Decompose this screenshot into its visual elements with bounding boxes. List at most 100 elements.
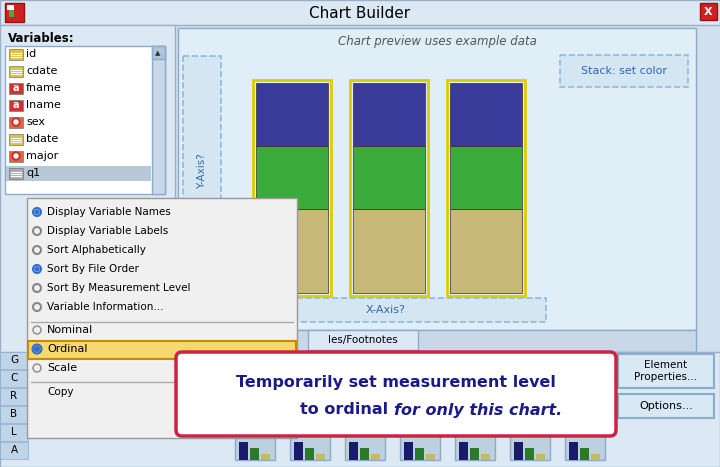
Bar (0, 352, 28, 369)
Text: to ordinal: to ordinal (300, 403, 394, 417)
Bar (510, 430, 550, 460)
Bar (450, 146, 522, 209)
Bar (580, 448, 589, 460)
Bar (253, 80, 331, 296)
Text: Stack: set color: Stack: set color (581, 66, 667, 76)
Bar (9, 66, 23, 77)
Circle shape (14, 154, 18, 158)
Text: Chart preview uses example data: Chart preview uses example data (338, 35, 536, 49)
Bar (152, 46, 165, 59)
Bar (256, 83, 328, 146)
Bar (261, 454, 270, 460)
Text: Temporarily set measurement level: Temporarily set measurement level (236, 375, 556, 389)
Text: Sort By File Order: Sort By File Order (47, 264, 139, 274)
Bar (450, 209, 522, 293)
Bar (226, 298, 546, 322)
Bar (700, 3, 717, 20)
Bar (5, 46, 165, 194)
Bar (183, 56, 221, 286)
Bar (9, 10, 14, 17)
Bar (569, 442, 578, 460)
Bar (525, 448, 534, 460)
Text: A: A (10, 445, 17, 455)
Bar (470, 448, 479, 460)
Bar (565, 430, 605, 460)
Text: a: a (13, 83, 19, 93)
Text: Sort Alphabetically: Sort Alphabetically (47, 245, 146, 255)
Text: Variable Information...: Variable Information... (47, 302, 163, 312)
Text: major: major (26, 151, 58, 161)
Text: Scale: Scale (47, 363, 77, 373)
Text: Ctrl+C: Ctrl+C (197, 387, 232, 397)
Text: X: X (703, 7, 712, 17)
Bar (256, 146, 328, 209)
Bar (305, 448, 314, 460)
Bar (9, 49, 23, 60)
Text: Nominal: Nominal (47, 325, 94, 335)
Bar (9, 100, 23, 111)
Bar (618, 354, 714, 388)
Bar (514, 442, 523, 460)
Bar (481, 454, 490, 460)
Text: Copy: Copy (47, 387, 73, 397)
Bar (5, 3, 24, 22)
Circle shape (12, 118, 20, 126)
Bar (415, 448, 424, 460)
Bar (9, 134, 23, 145)
Bar (345, 430, 385, 460)
Text: Element
Properties...: Element Properties... (634, 360, 698, 382)
Bar (316, 454, 325, 460)
Bar (178, 330, 696, 352)
Bar (0, 370, 28, 387)
Text: sex: sex (26, 117, 45, 127)
Bar (360, 448, 369, 460)
Text: Display Variable Labels: Display Variable Labels (47, 226, 168, 236)
Bar (152, 46, 165, 194)
Bar (0, 25, 175, 467)
Text: X-Axis?: X-Axis? (366, 305, 406, 315)
Bar (9, 151, 23, 162)
Bar (9, 83, 23, 94)
Bar (426, 454, 435, 460)
Circle shape (14, 120, 18, 124)
Text: C: C (10, 373, 18, 383)
Bar (235, 430, 275, 460)
Text: q1: q1 (26, 168, 40, 178)
Bar (239, 442, 248, 460)
Bar (591, 454, 600, 460)
Text: les/Footnotes: les/Footnotes (328, 335, 398, 345)
Bar (0, 406, 28, 423)
Bar (400, 430, 440, 460)
Bar (6, 166, 151, 181)
Text: Chart Builder: Chart Builder (310, 6, 410, 21)
Text: for only this chart.: for only this chart. (394, 403, 562, 417)
Bar (0, 388, 28, 405)
Bar (447, 80, 525, 296)
Bar (28, 341, 296, 359)
Bar (618, 394, 714, 418)
Bar (371, 454, 380, 460)
Text: cdate: cdate (26, 66, 58, 76)
Text: fname: fname (26, 83, 62, 93)
Bar (353, 209, 425, 293)
Text: Ordinal: Ordinal (47, 344, 88, 354)
Bar (7, 5, 14, 10)
Bar (0, 442, 28, 459)
Text: ▲: ▲ (156, 50, 161, 56)
Bar (349, 442, 358, 460)
Text: bdate: bdate (26, 134, 58, 144)
Bar (455, 430, 495, 460)
Bar (0, 0, 720, 25)
Bar (350, 80, 428, 296)
Circle shape (35, 267, 39, 271)
Text: L: L (11, 427, 17, 437)
Circle shape (35, 347, 40, 352)
Bar (178, 28, 696, 330)
Bar (9, 117, 23, 128)
Text: G: G (10, 355, 18, 365)
Bar (27, 198, 297, 438)
Bar (290, 430, 330, 460)
Text: id: id (26, 49, 36, 59)
Circle shape (12, 152, 20, 160)
Bar (294, 442, 303, 460)
